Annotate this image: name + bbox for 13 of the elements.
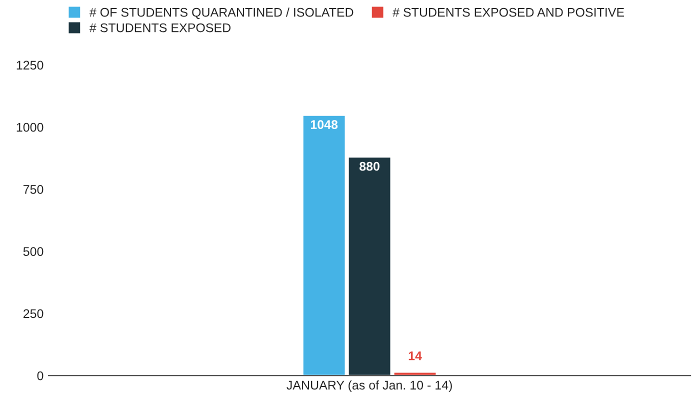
y-tick-label: 1000 — [16, 122, 44, 132]
y-tick-label: 500 — [23, 247, 44, 256]
y-tick-label: 1250 — [16, 60, 44, 70]
data-label: 14 — [408, 352, 422, 360]
legend-label: # OF STUDENTS QUARANTINED / ISOLATED — [89, 8, 354, 19]
legend-label: # STUDENTS EXPOSED — [89, 23, 231, 32]
y-tick-label: 0 — [37, 371, 44, 380]
legend-label: # STUDENTS EXPOSED AND POSITIVE — [392, 8, 624, 17]
data-label: 1048 — [310, 120, 338, 129]
data-label: 880 — [360, 162, 380, 171]
x-tick-label: JANUARY (as of Jan. 10 - 14) — [286, 380, 452, 392]
y-tick-label: 750 — [24, 184, 44, 194]
y-tick-label: 250 — [23, 309, 44, 318]
